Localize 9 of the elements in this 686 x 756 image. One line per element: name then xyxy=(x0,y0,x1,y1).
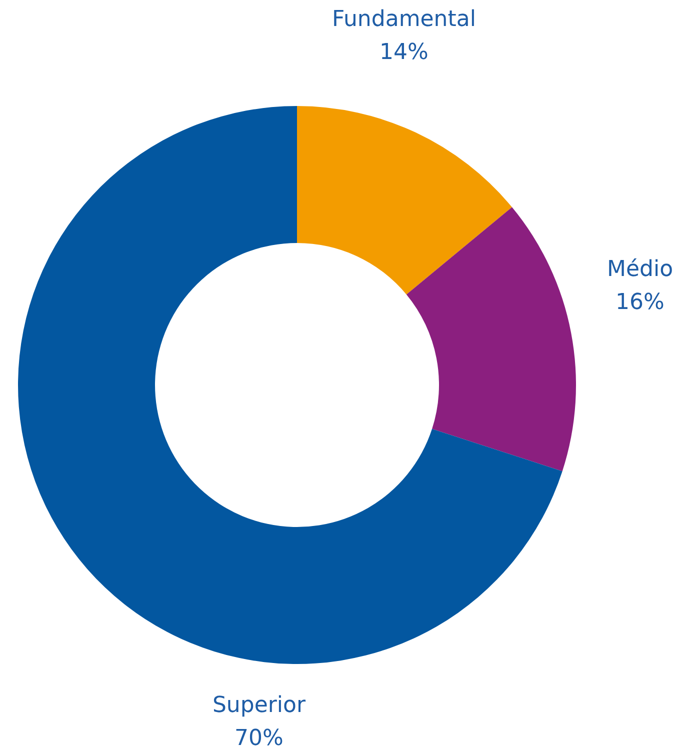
donut-slice xyxy=(406,207,576,472)
data-label: 14% xyxy=(380,40,428,65)
data-label: 70% xyxy=(234,726,284,751)
slice-label: Superior xyxy=(212,693,306,718)
slice-label: Fundamental xyxy=(332,7,476,32)
slice-label: Médio xyxy=(606,257,674,282)
donut-slice xyxy=(297,106,512,294)
donut-slice xyxy=(18,106,562,664)
data-label: 16% xyxy=(616,290,664,315)
